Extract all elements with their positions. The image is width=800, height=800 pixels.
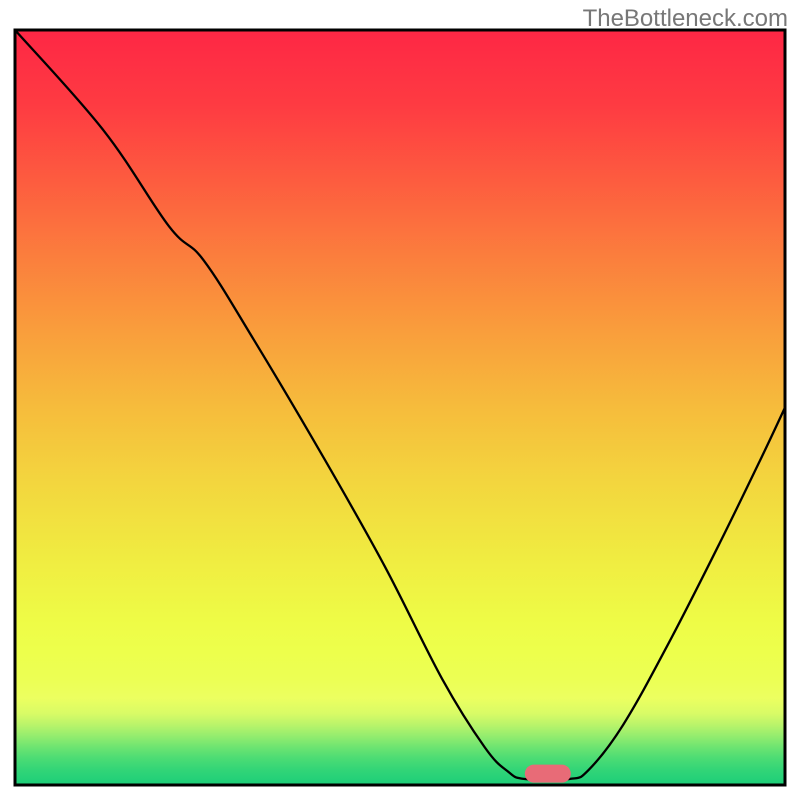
- watermark-text: TheBottleneck.com: [583, 5, 788, 33]
- optimal-marker: [525, 765, 571, 783]
- bottleneck-chart: [0, 0, 800, 800]
- gradient-background: [15, 30, 785, 785]
